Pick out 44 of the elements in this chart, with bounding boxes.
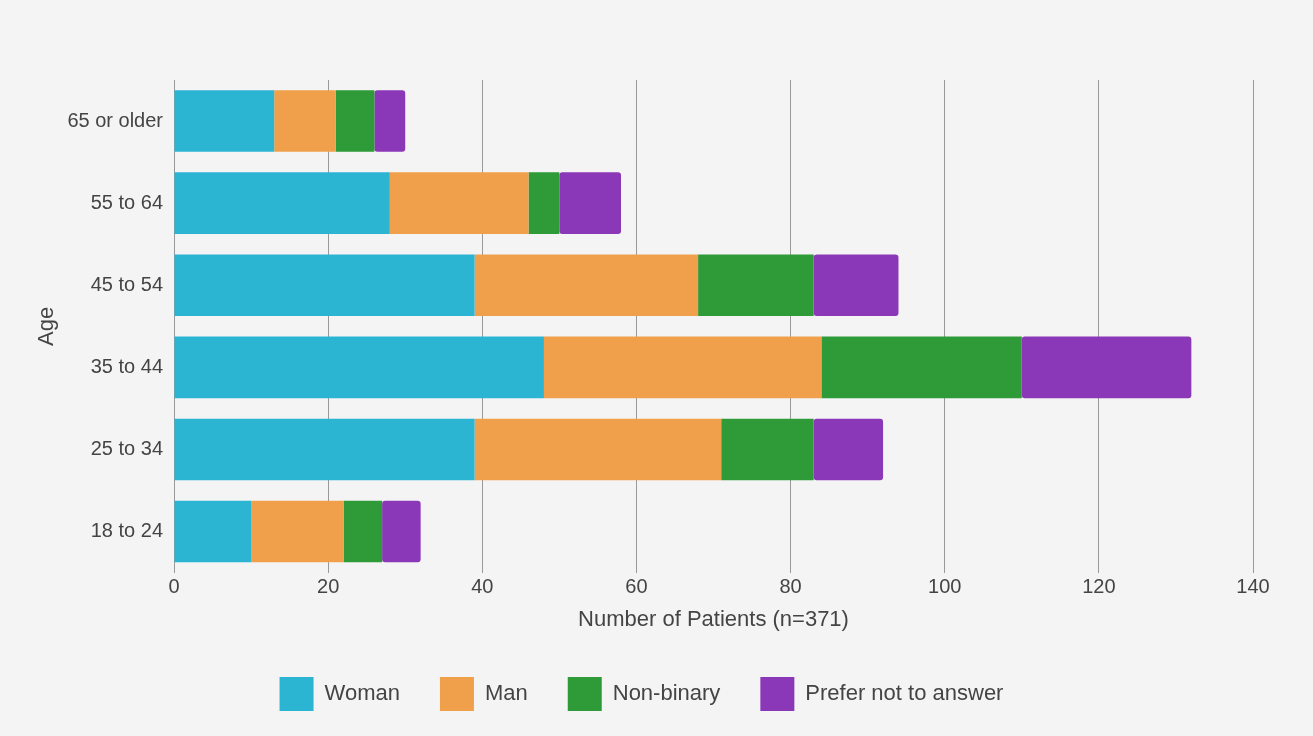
y-tick-label: 18 to 24 bbox=[90, 519, 164, 542]
bar bbox=[528, 172, 560, 234]
bar bbox=[543, 336, 822, 399]
bar bbox=[698, 254, 814, 317]
x-axis-title: Number of Patients (n=371) bbox=[578, 605, 849, 631]
bar bbox=[174, 254, 475, 317]
x-tick-label: 40 bbox=[471, 575, 494, 598]
x-tick-label: 100 bbox=[928, 575, 962, 598]
bar bbox=[335, 90, 375, 152]
legend-label: Man bbox=[484, 680, 528, 706]
legend-label: Prefer not to answer bbox=[805, 680, 1004, 706]
y-tick-label: 55 to 64 bbox=[90, 190, 164, 213]
bar bbox=[374, 90, 406, 152]
legend-label: Non-binary bbox=[612, 680, 721, 706]
x-tick-label: 60 bbox=[625, 575, 648, 598]
bar bbox=[174, 418, 475, 481]
bar bbox=[821, 336, 1022, 399]
bar bbox=[813, 254, 899, 317]
bar bbox=[174, 172, 390, 234]
x-tick-label: 140 bbox=[1236, 575, 1270, 598]
bar bbox=[251, 500, 344, 563]
y-axis-title: Age bbox=[33, 306, 59, 346]
x-tick-label: 80 bbox=[779, 575, 802, 598]
bar bbox=[343, 500, 383, 563]
x-tick-label: 120 bbox=[1082, 575, 1116, 598]
y-tick-label: 35 to 44 bbox=[90, 354, 164, 377]
x-tick-label: 20 bbox=[317, 575, 340, 598]
bar bbox=[389, 172, 529, 234]
y-tick-label: 25 to 34 bbox=[90, 436, 164, 459]
y-tick-label: 45 to 54 bbox=[90, 272, 164, 295]
bar bbox=[174, 90, 275, 152]
bar bbox=[274, 90, 336, 152]
y-tick-label: 65 or older bbox=[67, 108, 164, 131]
bar bbox=[474, 254, 699, 317]
legend-label: Woman bbox=[324, 680, 400, 706]
bar bbox=[174, 500, 252, 563]
x-tick-label: 0 bbox=[168, 575, 180, 598]
bar bbox=[474, 418, 722, 481]
bar bbox=[721, 418, 814, 481]
bar bbox=[174, 336, 544, 399]
bar bbox=[1021, 336, 1192, 399]
bar bbox=[559, 172, 622, 234]
bar bbox=[813, 418, 884, 481]
bar bbox=[382, 500, 421, 563]
